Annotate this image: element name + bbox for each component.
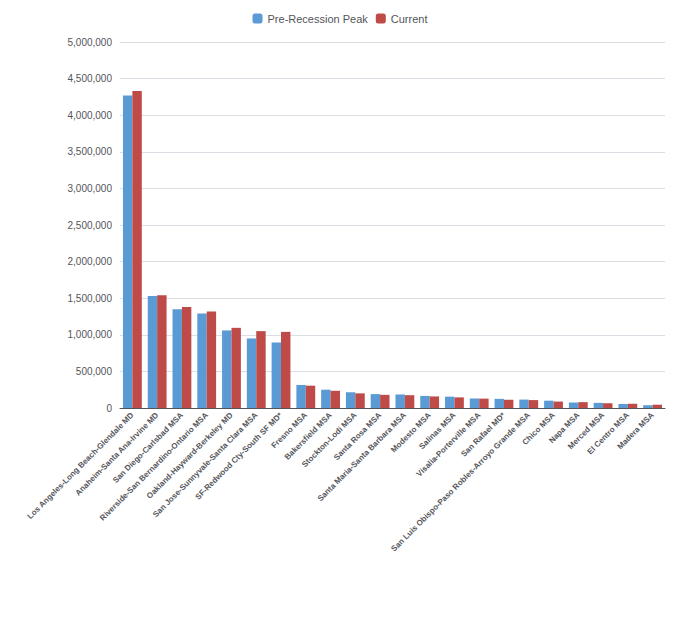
svg-text:5,000,000: 5,000,000: [68, 37, 113, 48]
svg-text:Napa MSA: Napa MSA: [547, 410, 582, 446]
svg-text:1,500,000: 1,500,000: [68, 293, 113, 304]
svg-text:1,000,000: 1,000,000: [68, 329, 113, 340]
svg-text:Chico MSA: Chico MSA: [520, 410, 557, 447]
svg-text:4,500,000: 4,500,000: [68, 73, 113, 84]
svg-text:San Jose-Sunnyvale-Santa Clara: San Jose-Sunnyvale-Santa Clara MSA: [151, 411, 260, 520]
svg-text:3,500,000: 3,500,000: [68, 146, 113, 157]
svg-text:Anaheim-Santa Ana-Irvine MD: Anaheim-Santa Ana-Irvine MD: [73, 410, 161, 498]
svg-text:2,500,000: 2,500,000: [68, 220, 113, 231]
svg-text:San Luis Obispo-Paso Robles-Ar: San Luis Obispo-Paso Robles-Arroyo Grand…: [389, 411, 532, 554]
svg-text:San Rafael MD*: San Rafael MD*: [459, 410, 507, 458]
svg-text:El Centro MSA: El Centro MSA: [585, 411, 631, 457]
svg-text:500,000: 500,000: [76, 366, 113, 377]
svg-text:0: 0: [106, 403, 112, 414]
svg-text:Pre-Recession Peak: Pre-Recession Peak: [268, 13, 369, 25]
svg-text:Santa Maria-Santa Barbara MSA: Santa Maria-Santa Barbara MSA: [316, 411, 408, 503]
svg-text:Visalia-Porterville MSA: Visalia-Porterville MSA: [414, 410, 483, 479]
svg-text:Madera MSA: Madera MSA: [616, 411, 656, 451]
svg-text:Current: Current: [391, 13, 428, 25]
svg-text:Bakersfield MSA: Bakersfield MSA: [282, 410, 334, 462]
svg-text:3,000,000: 3,000,000: [68, 183, 113, 194]
svg-text:Los Angeles-Long Beach-Glendal: Los Angeles-Long Beach-Glendale MD: [25, 410, 136, 521]
svg-text:Riverside-San Bernardino-Ontar: Riverside-San Bernardino-Ontario MSA: [98, 411, 210, 523]
svg-text:2,000,000: 2,000,000: [68, 256, 113, 267]
svg-text:4,000,000: 4,000,000: [68, 110, 113, 121]
svg-text:SF-Redwood Cty-South SF MD*: SF-Redwood Cty-South SF MD*: [193, 410, 284, 501]
svg-text:Merced MSA: Merced MSA: [566, 410, 607, 452]
svg-text:Fresno MSA: Fresno MSA: [269, 410, 309, 451]
svg-text:Oakland-Hayward-Berkeley MD: Oakland-Hayward-Berkeley MD: [145, 411, 235, 501]
svg-text:Salinas MSA: Salinas MSA: [417, 410, 458, 452]
svg-text:Santa Rosa MSA: Santa Rosa MSA: [332, 410, 384, 463]
svg-text:San Diego-Carlsbad MSA: San Diego-Carlsbad MSA: [111, 410, 186, 485]
svg-text:Stockton-Lodi MSA: Stockton-Lodi MSA: [300, 410, 359, 470]
svg-text:Modesto MSA: Modesto MSA: [389, 410, 433, 455]
